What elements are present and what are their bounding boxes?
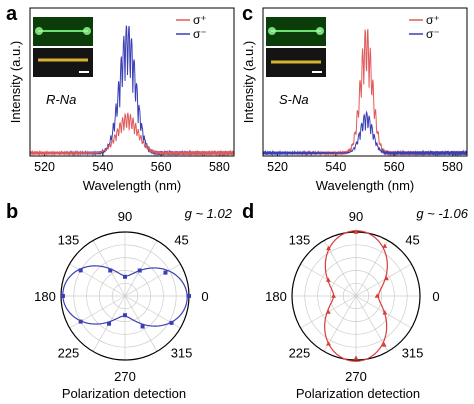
polar-data-point [353,355,359,360]
polar-angle-label-180: 180 [34,289,56,304]
plot-frame-c [262,7,468,157]
polar-data-point [108,268,113,273]
polar-data-point [78,268,83,273]
x-axis-title-c: Wavelength (nm) [316,178,415,193]
polar-data-point [384,275,389,281]
polar-angle-label-0: 0 [432,289,439,304]
polar-angle-label-45: 45 [174,232,188,247]
polar-angle-label-90: 90 [349,209,363,224]
polar-angle-label-45: 45 [405,232,419,247]
plot-frame-a [29,7,235,157]
g-factor-label-d: g ~ -1.06 [416,206,468,221]
polar-grid-spoke [69,295,126,329]
legend-c: σ⁺ σ⁻ [409,13,440,41]
polar-angle-label-315: 315 [171,346,193,361]
polar-angle-label-90: 90 [118,209,132,224]
series-line-sigma-minus [262,110,468,157]
polar-angle-label-135: 135 [58,232,80,247]
x-tick-label: 580 [209,160,230,174]
polar-data-point [123,274,127,279]
polar-angle-label-180: 180 [265,289,287,304]
polar-angle-label-225: 225 [58,346,80,361]
y-axis-title-c: Intensity (a.u.) [241,41,256,123]
x-tick-label: 520 [267,160,288,174]
series-line-sigma-minus [29,112,235,157]
panel-letter-b: b [6,201,18,223]
legend-label-sigma-minus: σ⁻ [193,27,207,41]
polar-data-point [60,294,65,298]
polar-grid-spoke [355,263,412,297]
legend-label-sigma-plus: σ⁺ [193,13,207,27]
polar-data-point [326,245,331,251]
panel-letter-d: d [242,201,254,223]
x-tick-label: 560 [151,160,172,174]
x-axis-title-a: Wavelength (nm) [83,178,182,193]
polar-angle-label-270: 270 [345,369,367,384]
y-axis-title-a: Intensity (a.u.) [8,41,23,123]
polar-x-title-b: Polarization detection [62,386,186,401]
x-tick-label: 540 [92,160,113,174]
polar-data-point [326,341,331,346]
x-tick-label: 580 [442,160,463,174]
polar-angle-label-0: 0 [201,289,208,304]
polar-grid-spoke [355,240,389,297]
polar-data-point [187,294,191,298]
legend-label-sigma-minus: σ⁻ [426,27,440,41]
polar-data-point [353,229,359,234]
polar-data-point [382,243,388,248]
polar-chart-b: g ~ 1.02 Polarization detection 90 45 0 315… [34,206,233,401]
polar-grid-spoke [124,263,181,297]
polar-data-point [325,277,331,282]
x-tick-label: 520 [34,160,55,174]
polar-grid-spoke [355,295,389,352]
sample-label-c: S-Na [279,92,309,107]
polar-angle-label-135: 135 [289,232,311,247]
inset-images-c [266,17,326,77]
spectrum-chart-c: 520 540 560 580 S-Na σ⁺ σ⁻ Intensity (a.u.)… [241,7,468,193]
spectrum-chart-a: 520 540 560 580 R-Na σ⁺ σ⁻ Intensity (a.u.)… [8,7,235,193]
polar-grid-spoke [69,263,126,297]
polar-data-point [381,342,387,347]
polar-data-point [325,309,331,314]
polar-data-point [107,321,111,326]
polar-data-point [374,293,380,298]
inset-images-a [33,17,93,77]
polar-angle-label-225: 225 [289,346,311,361]
legend-a: σ⁺ σ⁻ [176,13,207,41]
polar-data-point [137,268,142,273]
g-factor-label-b: g ~ 1.02 [185,206,233,221]
polar-grid-spoke [323,295,357,352]
polar-angle-label-315: 315 [402,346,424,361]
polar-grid-spoke [124,240,158,297]
polar-x-title-d: Polarization detection [296,386,420,401]
x-tick-label: 540 [325,160,346,174]
polar-data-point [169,320,174,325]
polar-data-point [163,270,168,275]
x-tick-label: 560 [384,160,405,174]
legend-label-sigma-plus: σ⁺ [426,13,440,27]
sample-label-a: R-Na [46,92,76,107]
polar-data-point [78,319,83,324]
panel-letter-c: c [242,3,253,25]
polar-chart-d: g ~ -1.06 Polarization detection 90 45 0 31… [265,206,469,401]
polar-angle-label-270: 270 [114,369,136,384]
polar-data-point [382,310,388,315]
polar-data-point [331,293,336,298]
panel-letter-a: a [6,3,18,25]
polar-data-point [140,324,145,329]
polar-data-point [123,313,127,318]
